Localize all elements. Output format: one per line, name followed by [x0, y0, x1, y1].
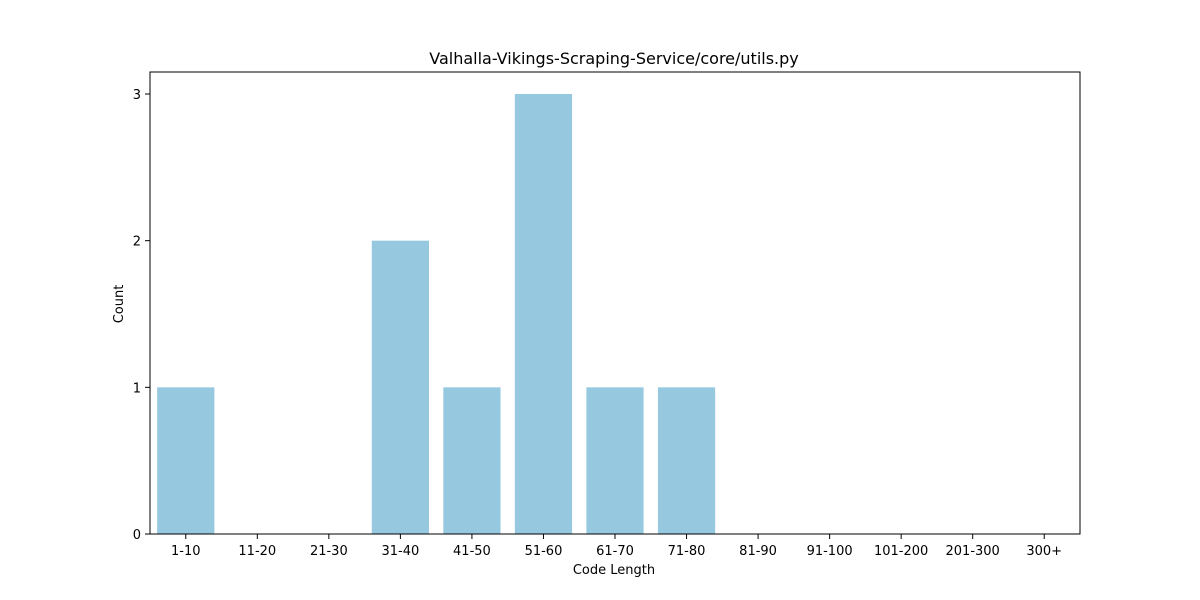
x-tick-label: 81-90 — [739, 544, 777, 559]
x-tick-label: 101-200 — [874, 544, 928, 559]
y-tick-label: 0 — [133, 528, 141, 543]
y-axis-label: Count — [112, 285, 127, 324]
bar-41-50 — [443, 387, 501, 534]
x-tick-label: 61-70 — [596, 544, 634, 559]
x-axis: 1-10 11-20 21-30 31-40 41-50 51-60 61-70 71-80 8… — [171, 534, 1062, 559]
bar-61-70 — [586, 387, 644, 534]
bar-31-40 — [371, 240, 429, 534]
x-tick-label: 31-40 — [381, 544, 419, 559]
y-tick-label: 2 — [133, 235, 141, 250]
x-tick-label: 41-50 — [453, 544, 491, 559]
y-tick-label: 1 — [133, 381, 141, 396]
x-tick-label: 51-60 — [525, 544, 563, 559]
chart-title: Valhalla-Vikings-Scraping-Service/core/u… — [429, 49, 799, 68]
x-tick-label: 91-100 — [807, 544, 853, 559]
x-tick-label: 21-30 — [310, 544, 348, 559]
x-tick-label: 71-80 — [668, 544, 706, 559]
bar-51-60 — [514, 94, 573, 534]
x-axis-label: Code Length — [573, 563, 655, 578]
bar-1-10 — [157, 387, 215, 534]
y-tick-label: 3 — [133, 88, 141, 103]
x-tick-label: 201-300 — [946, 544, 1000, 559]
bar-71-80 — [657, 387, 716, 534]
x-tick-label: 300+ — [1026, 544, 1062, 559]
y-axis: 0 1 2 3 — [133, 88, 150, 543]
bars-group — [157, 94, 716, 534]
x-tick-label: 11-20 — [238, 544, 276, 559]
x-tick-label: 1-10 — [171, 544, 201, 559]
